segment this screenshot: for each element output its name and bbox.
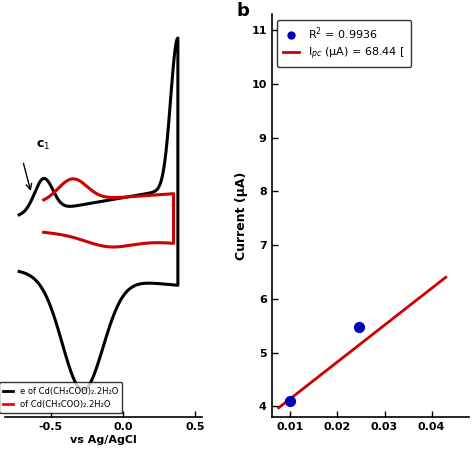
X-axis label: vs Ag/AgCl: vs Ag/AgCl [70, 435, 137, 445]
Text: b: b [236, 2, 249, 20]
Text: c$_1$: c$_1$ [36, 139, 51, 152]
Y-axis label: Current (μA): Current (μA) [236, 172, 248, 260]
Point [355, 323, 363, 331]
Point [287, 397, 294, 405]
Legend: e of Cd(CH₃COO)₂.2H₂O, of Cd(CH₃COO)₂.2H₂O: e of Cd(CH₃COO)₂.2H₂O, of Cd(CH₃COO)₂.2H… [0, 383, 122, 413]
Legend: R$^2$ = 0.9936, I$_{pc}$ (μA) = 68.44 [: R$^2$ = 0.9936, I$_{pc}$ (μA) = 68.44 [ [277, 20, 411, 67]
